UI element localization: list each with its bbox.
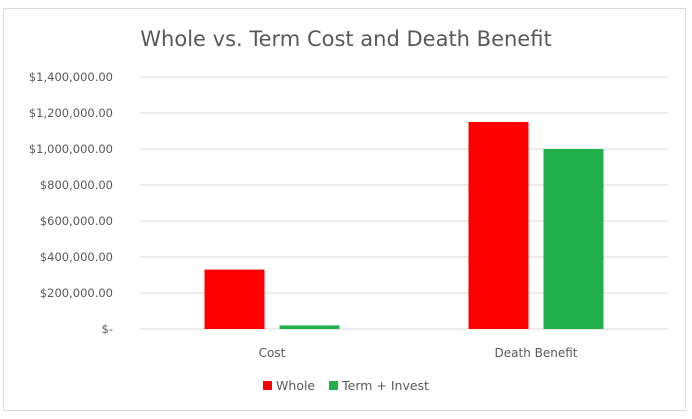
legend-swatch-term-invest (329, 381, 339, 390)
legend-swatch-whole (263, 381, 273, 390)
y-tick-label-4: $800,000.00 (40, 178, 113, 192)
bar-whole-cost (204, 269, 265, 329)
y-tick-label-5: $1,000,000.00 (29, 142, 113, 156)
legend-label-term-invest: Term + Invest (342, 378, 429, 393)
bar-term-invest-death-benefit (543, 149, 604, 329)
y-tick-label-7: $1,400,000.00 (29, 70, 113, 84)
legend-item-term-invest: Term + Invest (329, 378, 429, 393)
legend-label-whole: Whole (276, 378, 316, 393)
y-tick-label-6: $1,200,000.00 (29, 106, 113, 120)
bar-term-invest-cost (279, 325, 340, 329)
y-tick-label-1: $200,000.00 (40, 286, 113, 300)
chart-title: Whole vs. Term Cost and Death Benefit (140, 27, 552, 51)
chart-legend: Whole Term + Invest (0, 378, 692, 393)
x-tick-label-0: Cost (259, 346, 286, 360)
x-tick-label-1: Death Benefit (495, 346, 578, 360)
legend-item-whole: Whole (263, 378, 315, 393)
y-tick-label-3: $600,000.00 (40, 214, 113, 228)
y-tick-label-2: $400,000.00 (40, 250, 113, 264)
bar-whole-death-benefit (468, 122, 529, 329)
y-tick-label-0: $- (102, 322, 113, 336)
